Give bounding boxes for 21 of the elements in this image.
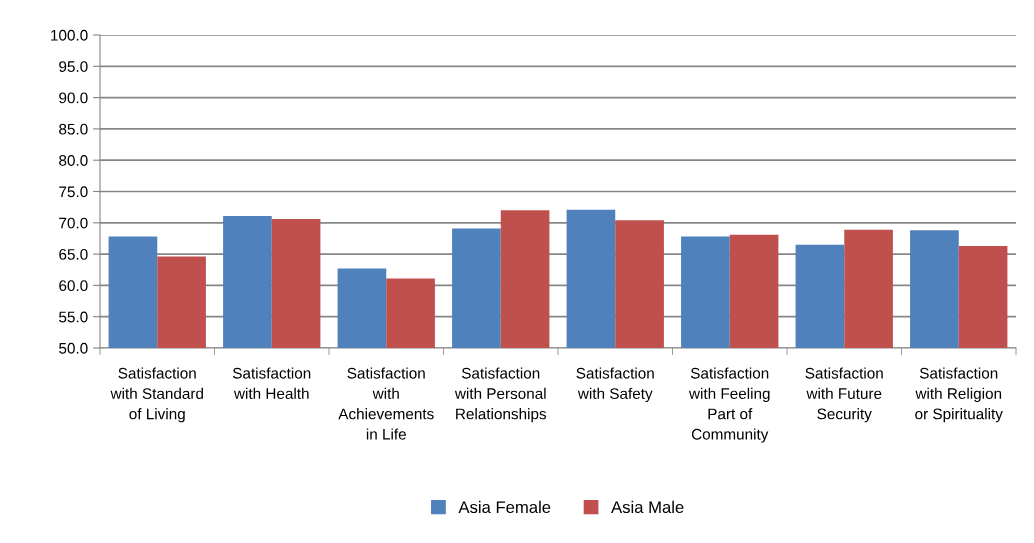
y-tick-label: 95.0 [59,61,88,72]
y-tick-label: 70.0 [59,217,88,229]
y-tick-label: 80.0 [59,155,88,166]
y-tick-label: 100.0 [51,29,88,41]
y-tick-label: 60.0 [59,280,88,292]
y-tick-label: 90.0 [59,92,88,104]
x-tick-label: Satisfaction with Standard of Living [110,367,203,423]
y-tick-label: 85.0 [59,123,88,135]
legend-label: Asia Male [611,500,684,514]
y-tick-label: 50.0 [59,342,88,354]
y-tick-label: 55.0 [59,311,88,323]
x-tick-label: Satisfaction with Achievements in Life [338,367,434,440]
legend-label: Asia Female [458,500,551,514]
x-tick-label: Satisfaction with Safety [576,367,654,403]
y-tick-label: 65.0 [59,248,88,260]
y-tick-label: 75.0 [59,186,88,198]
x-tick-label: Satisfaction with Health [232,367,311,399]
x-tick-label: Satisfaction with Religion or Spirituality [915,367,1003,423]
x-tick-label: Satisfaction with Personal Relationships [454,367,547,423]
x-tick-label: Satisfaction with Future Security [805,367,883,423]
x-tick-label: Satisfaction with Feeling Part of Community [688,367,770,443]
